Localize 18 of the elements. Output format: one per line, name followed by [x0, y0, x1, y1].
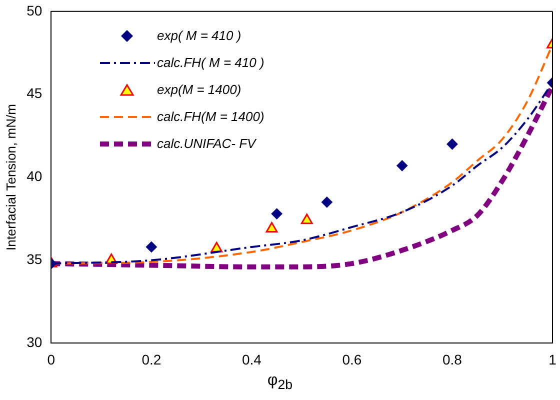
y-tick-label: 30 [26, 334, 42, 350]
y-axis-title: Interfacial Tension, mN/m [3, 104, 18, 251]
x-axis-title: φ$_{2b}$ [266, 372, 294, 392]
legend-label: calc.FH( M = 410 ) [157, 55, 264, 70]
y-tick-label: 40 [26, 168, 42, 184]
y-tick-label: 50 [26, 2, 42, 18]
legend-label: exp(M = 1400) [157, 82, 242, 97]
legend-label: calc.UNIFAC- FV [157, 136, 256, 151]
x-tick-label: 0.4 [242, 351, 262, 368]
y-tick-label: 35 [26, 251, 42, 268]
x-tick-label: 1 [548, 351, 557, 368]
x-tick-label: 0.8 [442, 351, 462, 368]
legend-label: exp( M = 410 ) [157, 28, 242, 43]
legend-label: calc.FH(M = 1400) [157, 109, 264, 124]
x-tick-label: 0.6 [342, 351, 362, 368]
x-tick-label: 0 [47, 351, 56, 368]
x-tick-label: 0.2 [142, 351, 162, 368]
y-tick-label: 45 [26, 85, 42, 102]
